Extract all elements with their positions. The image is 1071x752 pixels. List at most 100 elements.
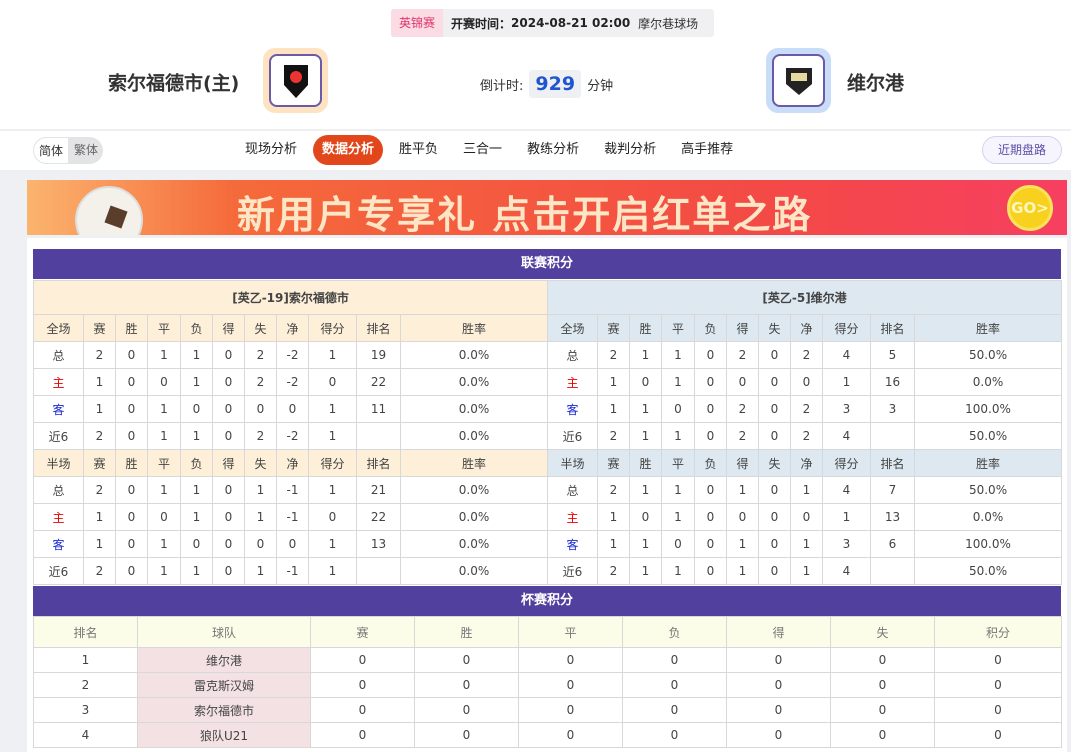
stat-cell: 4	[822, 341, 871, 369]
cup-header-row: 排名 球队赛胜平负得失积分	[33, 616, 1062, 648]
tab-6[interactable]: 高手推荐	[681, 142, 734, 157]
stat-cell: 1	[308, 341, 357, 369]
column-header: 平	[518, 616, 623, 648]
column-header: 平	[147, 314, 181, 342]
home-team-header[interactable]: [英乙-19]索尔福德市	[32, 280, 549, 315]
stat-cell: 1	[180, 476, 213, 504]
tab-2[interactable]: 胜平负	[399, 142, 439, 157]
row-label: 主	[33, 368, 84, 396]
stat-cell: 1	[180, 422, 213, 450]
stat-cell: 4	[822, 422, 871, 450]
stat-cell: 0	[115, 368, 148, 396]
stat-cell: 1	[33, 647, 138, 673]
stat-cell: 0	[726, 672, 831, 698]
table-row: 主 1 0 0 1 0 2 -2 0 22 0.0%	[33, 368, 549, 396]
stat-cell: 1	[661, 341, 695, 369]
cup-table: 排名 球队赛胜平负得失积分 1 维尔港 0 0 0 0 0 0 0 2 雷克斯汉姆 0 0 0 0 0 0 0 3 索尔福…	[33, 616, 1062, 748]
stat-cell: 19	[356, 341, 401, 369]
home-team-name[interactable]: 索尔福德市(主)	[108, 72, 240, 95]
row-label: 主	[547, 368, 598, 396]
tab-5[interactable]: 裁判分析	[604, 142, 657, 157]
stat-cell: 0	[147, 368, 181, 396]
team-name[interactable]: 雷克斯汉姆	[137, 672, 311, 698]
stat-cell: 2	[790, 395, 823, 423]
stat-cell: 2	[597, 557, 630, 585]
stat-cell: 0	[758, 503, 791, 531]
stat-cell: 0	[622, 697, 727, 723]
stat-cell: 0	[147, 503, 181, 531]
go-button[interactable]: GO>	[1007, 185, 1053, 231]
column-header: 胜率	[399, 314, 549, 342]
match-info: 英锦赛 开赛时间： 2024-08-21 02:00 摩尔巷球场	[391, 9, 715, 37]
stat-cell: 0	[414, 697, 519, 723]
tab-3[interactable]: 三合一	[463, 142, 503, 157]
table-row: 总 2 1 1 0 2 0 2 4 5 50.0%	[547, 341, 1063, 369]
away-team-logo[interactable]	[766, 48, 831, 113]
stat-cell: 1	[244, 476, 277, 504]
team-name[interactable]: 索尔福德市	[137, 697, 311, 723]
stat-cell: 3	[33, 697, 138, 723]
kickoff-time: 2024-08-21 02:00	[511, 16, 631, 30]
league-table-title: 联赛积分	[33, 249, 1061, 279]
lang-simplified[interactable]: 简体	[33, 137, 70, 164]
table-row: 1 维尔港 0 0 0 0 0 0 0	[33, 647, 1062, 673]
column-header: 胜	[115, 449, 148, 477]
league-badge[interactable]: 英锦赛	[391, 9, 444, 37]
column-header: 胜	[629, 314, 662, 342]
team-name[interactable]: 维尔港	[137, 647, 311, 673]
stat-cell: 1	[597, 530, 630, 558]
table-row: 近6 2 0 1 1 0 1 -1 1 0.0%	[33, 557, 549, 585]
stat-cell: 1	[661, 476, 695, 504]
column-header: 赛	[597, 449, 630, 477]
stat-cell: 1	[629, 422, 662, 450]
team-name[interactable]: 狼队U21	[137, 722, 311, 748]
stat-cell: -1	[276, 476, 309, 504]
column-header: 净	[276, 449, 309, 477]
stat-cell: 0	[661, 395, 695, 423]
lion-crest-icon	[283, 64, 308, 98]
stat-cell: 0	[414, 722, 519, 748]
away-team-header[interactable]: [英乙-5]维尔港	[546, 280, 1063, 315]
column-header: 全场	[33, 314, 84, 342]
recent-odds-button[interactable]: 近期盘路	[981, 136, 1062, 164]
lang-traditional[interactable]: 繁体	[74, 143, 99, 157]
column-header: 排名	[33, 616, 138, 648]
stat-cell: 22	[356, 368, 401, 396]
tab-4[interactable]: 教练分析	[527, 142, 580, 157]
stat-cell: 0	[694, 503, 727, 531]
stat-cell: 0.0%	[399, 422, 549, 450]
language-toggle[interactable]: 简体 繁体	[33, 137, 104, 164]
stat-cell: 0	[180, 530, 213, 558]
table-row: 近6 2 1 1 0 1 0 1 4 50.0%	[547, 557, 1063, 585]
home-team-logo[interactable]	[263, 48, 328, 113]
stat-cell: 1	[147, 422, 181, 450]
table-row: 客 1 1 0 0 1 0 1 3 6 100.0%	[547, 530, 1063, 558]
countdown: 倒计时: 929 分钟	[480, 70, 613, 98]
stat-cell: 0	[308, 503, 357, 531]
full-header-row: 全场赛胜平负得失净得分 排名 胜率	[33, 314, 549, 342]
column-header: 净	[790, 449, 823, 477]
stat-cell: 1	[147, 476, 181, 504]
stat-cell: 1	[244, 557, 277, 585]
stat-cell: 3	[822, 395, 871, 423]
stat-cell: 2	[83, 476, 116, 504]
stat-cell: 0	[622, 722, 727, 748]
stat-cell: 1	[180, 341, 213, 369]
stat-cell: 0.0%	[399, 395, 549, 423]
table-row: 主 1 0 1 0 0 0 0 1 16 0.0%	[547, 368, 1063, 396]
column-header: 排名	[356, 449, 401, 477]
stat-cell: 2	[726, 341, 759, 369]
away-team-name[interactable]: 维尔港	[847, 72, 905, 95]
stat-cell: 1	[661, 503, 695, 531]
tab-0[interactable]: 现场分析	[245, 142, 298, 157]
countdown-label: 倒计时:	[480, 78, 524, 94]
tab-1[interactable]: 数据分析	[313, 135, 384, 165]
row-label: 客	[547, 395, 598, 423]
promo-banner[interactable]: 新用户专享礼 点击开启红单之路 GO>	[27, 180, 1067, 235]
stat-cell: 0	[694, 395, 727, 423]
stat-cell: 7	[870, 476, 915, 504]
stat-cell: -2	[276, 368, 309, 396]
stat-cell: 21	[356, 476, 401, 504]
stat-cell: 4	[822, 557, 871, 585]
stat-cell: 2	[83, 341, 116, 369]
